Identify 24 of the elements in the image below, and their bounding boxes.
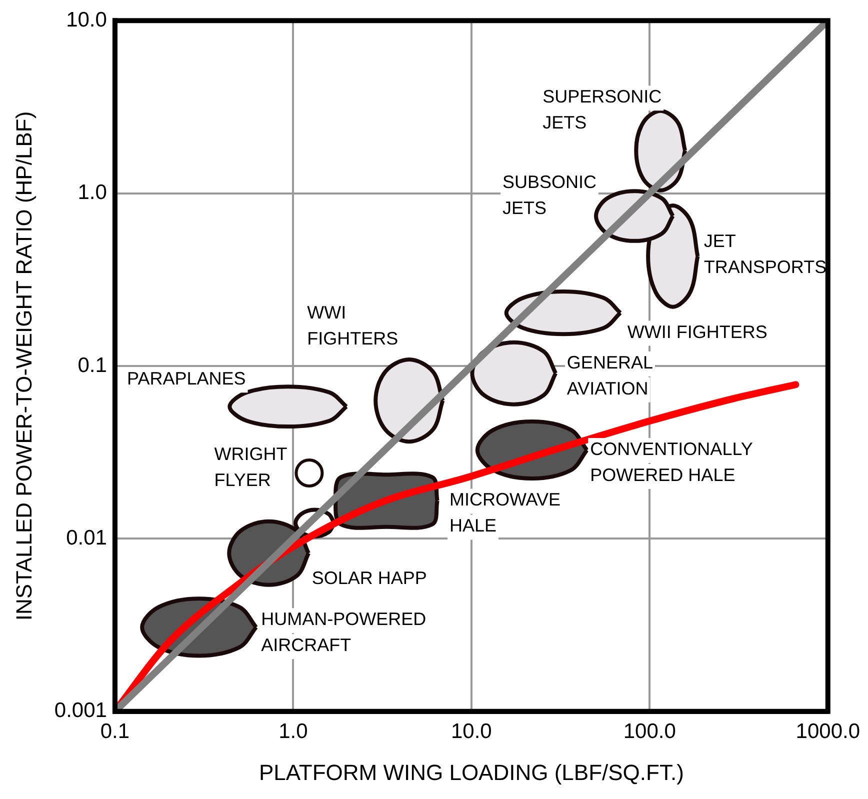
series-label: GENERAL AVIATION (566, 352, 653, 398)
series-label: WWII FIGHTERS (627, 322, 768, 342)
y-tick-label: 10.0 (66, 8, 107, 32)
x-tick-label: 100.0 (623, 720, 676, 743)
series-label: PARAPLANES (127, 368, 246, 389)
series-label: HUMAN-POWERED AIRCRAFT (261, 609, 426, 656)
series-label: SUBSONIC JETS (502, 172, 596, 218)
series-label: WWI FIGHTERS (307, 302, 398, 349)
x-axis-title: PLATFORM WING LOADING (LBF/SQ.FT.) (258, 760, 684, 785)
y-axis-title: INSTALLED POWER-TO-WEIGHT RATIO (HP/LBF) (11, 111, 36, 621)
y-tick-label: 0.1 (78, 354, 107, 377)
x-tick-label: 0.1 (100, 720, 130, 743)
series-label: JET TRANSPORTS (704, 231, 827, 278)
x-tick-label: 10.0 (450, 720, 492, 743)
x-tick-label: 1000.0 (796, 720, 860, 743)
series-label: SUPERSONIC JETS (542, 86, 662, 133)
series-label: WRIGHT FLYER (214, 444, 288, 490)
x-tick-label: 1.0 (278, 720, 308, 743)
y-tick-label: 0.001 (54, 699, 107, 722)
y-tick-label: 0.01 (66, 526, 107, 550)
y-tick-label: 1.0 (78, 181, 107, 204)
series-label: CONVENTIONALLY POWERED HALE (590, 439, 753, 486)
series-label: MICROWAVE HALE (449, 490, 560, 536)
series-label: SOLAR HAPP (312, 568, 427, 588)
